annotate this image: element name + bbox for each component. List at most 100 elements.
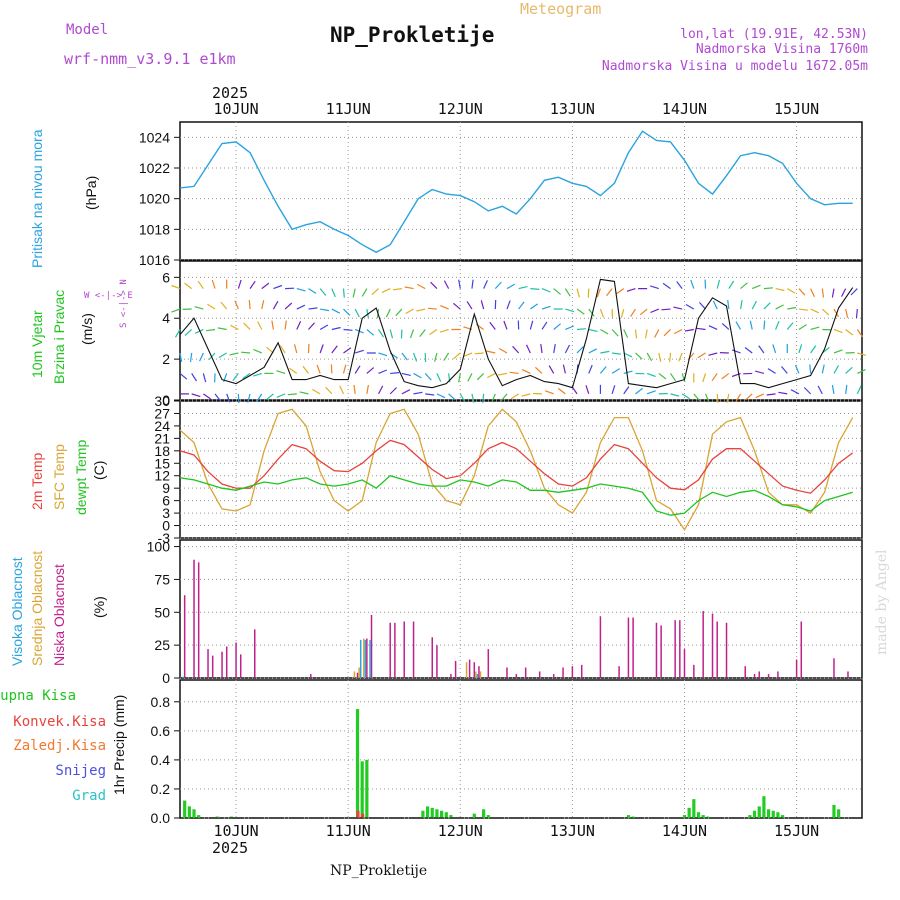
wind-arrow	[261, 300, 265, 310]
wind-arrow	[378, 329, 384, 338]
wind-arrow	[389, 387, 398, 395]
precip-bar	[435, 809, 439, 818]
dewpt-temp-line	[179, 474, 853, 516]
precip-bar	[365, 759, 369, 818]
wind-arrow	[803, 387, 812, 395]
date-label-bottom: 14JUN	[662, 822, 707, 840]
wind-arrow	[276, 370, 286, 374]
y-tick-label: 1018	[139, 221, 170, 237]
wind-arrow	[739, 300, 743, 310]
wind-arrow	[606, 288, 613, 297]
wind-arrow	[600, 350, 610, 354]
wind-arrow	[670, 393, 680, 397]
wind-arrow	[316, 364, 321, 374]
wind-arrow	[728, 280, 735, 289]
wind-arrow	[623, 386, 630, 395]
wind-arrow	[565, 325, 574, 331]
date-label-bottom: 10JUN	[213, 822, 258, 840]
wind-arrow	[564, 288, 571, 297]
wind-arrow	[817, 385, 823, 395]
wind-arrow	[509, 371, 519, 375]
date-label-bottom: 11JUN	[326, 822, 371, 840]
precip-label-frz: Zaledj.Kisa	[13, 738, 106, 754]
wind-arrow	[521, 393, 531, 397]
wind-arrow	[284, 320, 287, 330]
wind-arrow	[401, 372, 411, 376]
wind-arrow	[611, 385, 616, 395]
wind-arrow	[331, 308, 341, 314]
precip-bar	[706, 816, 710, 818]
altitude-text: Nadmorska Visina 1760m	[696, 42, 868, 57]
wind-arrow	[503, 320, 508, 330]
date-label-top: 14JUN	[662, 100, 707, 118]
precip-label-hail: Grad	[72, 788, 106, 804]
wind-arrow	[443, 352, 450, 361]
wind-arrow	[241, 351, 251, 354]
wind-arrow	[553, 288, 561, 295]
wind-arrow	[684, 328, 694, 332]
wind-arrow	[663, 329, 671, 337]
wind-arrow	[366, 367, 375, 374]
wind-arrow	[331, 288, 336, 298]
precip-labels: Ukupna Kisa Konvek.Kisa Zaledj.Kisa Snij…	[0, 688, 127, 804]
wind-arrow	[319, 324, 329, 330]
wind-arrow	[576, 288, 580, 298]
y-tick-label: 0.4	[151, 752, 171, 768]
wind-arrow	[487, 372, 496, 379]
wind-arrow	[755, 393, 765, 399]
wind-arrow	[810, 326, 820, 331]
wind-arrow	[366, 308, 369, 319]
wind-arrow	[781, 366, 788, 374]
wind-arrow	[436, 393, 446, 399]
y-tick-label: 3	[162, 505, 170, 521]
wind-speed-line	[179, 278, 854, 389]
wind-arrow	[576, 346, 584, 354]
wind-arrow	[833, 365, 840, 374]
y-tick-label: 1022	[139, 160, 170, 176]
date-label-top: 13JUN	[550, 100, 595, 118]
wind-arrow	[242, 372, 251, 380]
wind-arrow	[272, 300, 279, 310]
wind-arrow	[744, 347, 753, 354]
wind-arrow	[696, 327, 706, 331]
wind-arrow	[211, 279, 216, 289]
wind-arrow	[525, 344, 531, 354]
wind-arrow	[620, 308, 625, 318]
wind-arrow	[833, 328, 843, 334]
location-text: lon,lat (19.91E, 42.53N)	[680, 27, 868, 42]
wind-arrow	[325, 386, 333, 395]
precip-bar	[748, 815, 752, 818]
wind-arrow	[786, 288, 796, 294]
precip-bar	[192, 809, 196, 818]
wind-arrow	[612, 352, 622, 355]
wind-arrow	[775, 304, 784, 310]
precip-bar	[837, 809, 841, 818]
wind-arrow	[361, 288, 368, 297]
wind-arrow	[331, 326, 341, 331]
wind-arrow	[530, 287, 540, 290]
y-tick-label: 6	[162, 493, 170, 509]
wind-arrow	[544, 390, 554, 395]
wind-arrow	[353, 384, 356, 394]
wind-arrow	[790, 389, 800, 395]
wind-arrow	[253, 348, 262, 354]
y-tick-label: 100	[147, 539, 171, 555]
wind-arrow	[634, 329, 638, 339]
wind-arrow	[731, 349, 741, 354]
wind-arrow	[654, 329, 660, 338]
wind-arrow	[831, 384, 835, 394]
panel-frame	[179, 539, 863, 679]
wind-arrow	[476, 373, 485, 381]
wind-arrow	[273, 284, 283, 290]
y-tick-label: 0	[162, 670, 170, 686]
temp-label-sfc: SFC Temp	[51, 444, 67, 510]
wind-arrow	[534, 366, 543, 374]
precip-bar	[701, 815, 705, 818]
wind-arrow	[721, 372, 730, 380]
wind-arrow	[425, 393, 435, 396]
precip-bar	[682, 815, 687, 818]
wind-arrow	[510, 393, 519, 400]
wind-arrow	[253, 372, 262, 377]
wind-arrow	[232, 373, 239, 381]
wind-arrow	[565, 308, 575, 313]
